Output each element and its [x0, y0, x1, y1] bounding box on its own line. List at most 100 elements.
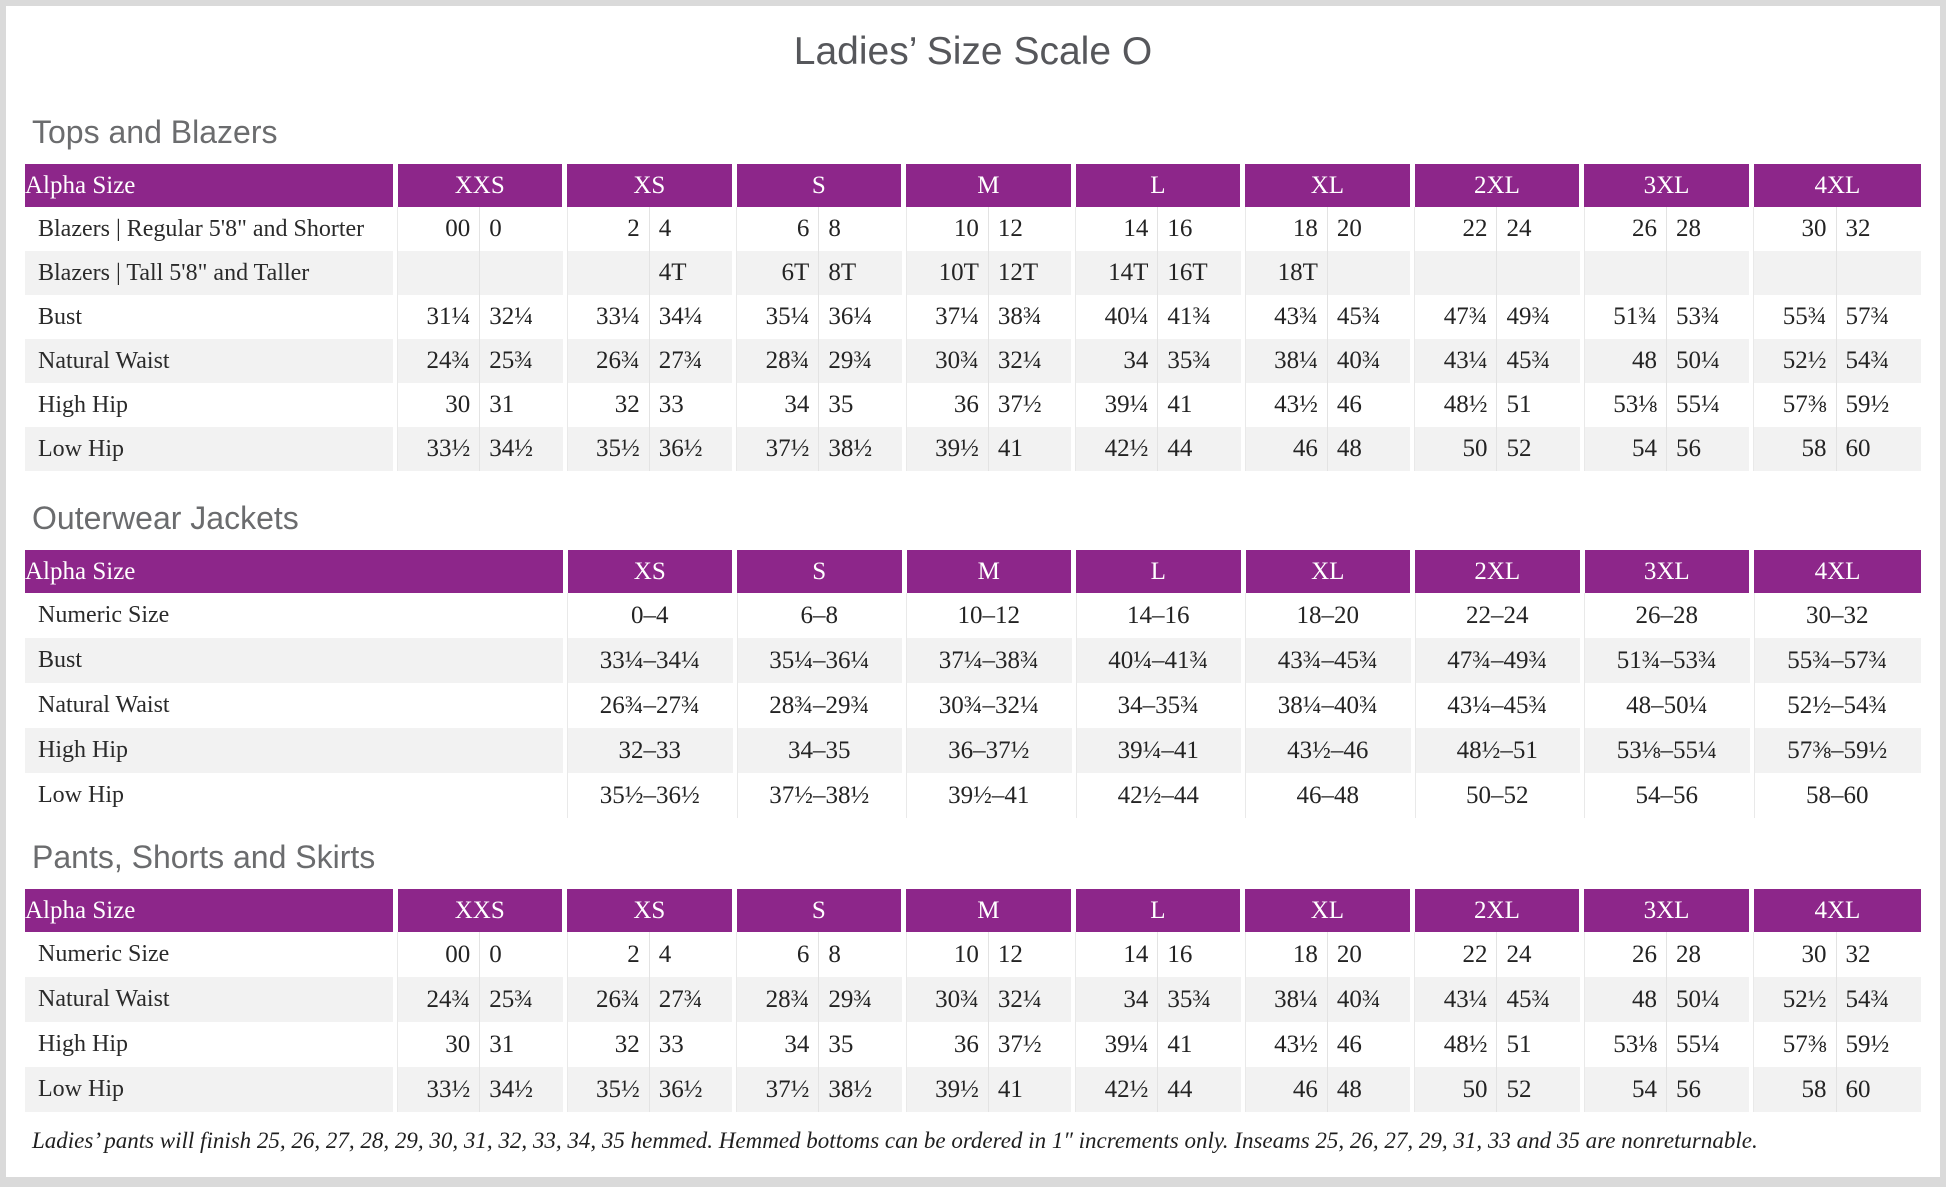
data-cell: 38¼–40¾	[1241, 683, 1413, 729]
data-cell: 48½–51	[1410, 728, 1582, 774]
data-cell: 46	[1240, 1067, 1328, 1113]
row-label: Numeric Size	[38, 602, 170, 629]
table-row: High Hip 30 31 32 33 34 35 36 37½ 39¼ 41 43½ 46 48½ 51…	[25, 383, 1921, 428]
data-cell: 57⅜	[1749, 383, 1837, 428]
data-cell: 38½	[818, 427, 904, 472]
data-cell: 34	[1071, 339, 1158, 384]
data-cell: 43½	[1240, 1022, 1328, 1068]
data-cell: 40¼–41¾	[1071, 638, 1243, 684]
data-cell: 8T	[818, 251, 904, 296]
data-cell: 33	[648, 383, 735, 428]
data-cell: 55¼	[1665, 1022, 1752, 1068]
data-cell: 48	[1579, 339, 1667, 384]
data-cell: 48	[1326, 1067, 1413, 1113]
table-header-row: Alpha Size XXS XS S M L XL 2XL 3XL 4XL	[25, 164, 1921, 208]
data-cell: 42½	[1071, 427, 1158, 472]
data-cell: 10T	[901, 251, 989, 296]
table-row: Natural Waist 24¾ 25¾ 26¾ 27¾ 28¾ 29¾ 30¾ 32¼ 34 3…	[25, 339, 1921, 384]
data-cell: 18T	[1240, 251, 1328, 296]
alpha-size-header: Alpha Size	[25, 164, 395, 208]
data-cell: 14	[1071, 932, 1158, 978]
size-column-header: 4XL	[1748, 164, 1921, 208]
data-cell: 60	[1835, 427, 1921, 472]
data-cell: 22	[1410, 932, 1497, 978]
data-cell: 38¼	[1240, 977, 1328, 1023]
data-cell: 12	[987, 932, 1074, 978]
data-cell: 10	[901, 207, 989, 252]
data-cell: 41	[1157, 383, 1243, 428]
data-cell: 18	[1240, 932, 1328, 978]
data-cell: 50¼	[1665, 977, 1752, 1023]
size-column-header: XXS	[392, 164, 565, 208]
section-heading: Pants, Shorts and Skirts	[32, 839, 376, 876]
table-row: Blazers | Regular 5'8" and Shorter 00 0 2 4 6…	[25, 207, 1921, 252]
data-cell: 55¾	[1749, 295, 1837, 340]
size-column-header: M	[901, 550, 1074, 594]
data-cell: 50¼	[1665, 339, 1752, 384]
table-row: Blazers | Tall 5'8" and Taller 4T 6T 8T 10T 1…	[25, 251, 1921, 296]
alpha-size-header: Alpha Size	[25, 889, 395, 933]
row-label: Numeric Size	[38, 941, 170, 968]
data-cell: 24	[1496, 207, 1582, 252]
data-cell: 8	[818, 207, 904, 252]
data-cell: 28	[1665, 932, 1752, 978]
data-cell: 45¾	[1496, 977, 1582, 1023]
data-cell: 16T	[1157, 251, 1243, 296]
data-cell: 32¼	[479, 295, 565, 340]
data-cell: 2	[562, 207, 650, 252]
size-column-header: S	[731, 889, 904, 933]
data-cell: 52½	[1749, 339, 1837, 384]
data-cell: 31	[479, 1022, 565, 1068]
data-cell: 58	[1749, 1067, 1837, 1113]
data-cell: 30–32	[1749, 593, 1921, 639]
table-row: Low Hip 33½ 34½ 35½ 36½ 37½ 38½ 39½ 41 42½ 44 46 48 5…	[25, 427, 1921, 472]
data-cell: 37½	[987, 1022, 1074, 1068]
data-cell: 53⅛	[1579, 1022, 1667, 1068]
data-cell: 32	[1835, 932, 1921, 978]
data-cell: 43¼	[1410, 977, 1497, 1023]
data-cell	[562, 251, 650, 296]
data-cell: 35¼	[732, 295, 819, 340]
data-cell: 34	[1071, 977, 1158, 1023]
table-row: Numeric Size 0–4 6–8 10–12 14–16 18–20 22–24 26…	[25, 593, 1921, 639]
size-column-header: 2XL	[1409, 889, 1582, 933]
row-label: Blazers | Tall 5'8" and Taller	[25, 251, 395, 296]
data-cell: 60	[1835, 1067, 1921, 1113]
data-cell: 28¾–29¾	[732, 683, 904, 729]
data-cell: 26–28	[1580, 593, 1752, 639]
data-cell: 43¼	[1410, 339, 1497, 384]
data-cell: 25¾	[479, 977, 565, 1023]
data-cell: 30	[393, 383, 480, 428]
data-cell: 49¾	[1496, 295, 1582, 340]
data-cell: 4	[648, 207, 735, 252]
size-column-header: 2XL	[1410, 550, 1582, 594]
data-cell: 29¾	[818, 977, 904, 1023]
data-cell: 33	[648, 1022, 735, 1068]
data-cell: 59½	[1835, 383, 1921, 428]
data-cell: 12T	[987, 251, 1074, 296]
data-cell: 22–24	[1410, 593, 1582, 639]
data-cell: 43½–46	[1241, 728, 1413, 774]
data-cell: 35½–36½	[563, 773, 735, 819]
data-cell: 6	[732, 932, 819, 978]
data-cell: 32	[562, 1022, 650, 1068]
data-cell: 50	[1410, 1067, 1497, 1113]
data-cell: 53¾	[1665, 295, 1752, 340]
data-cell: 37¼–38¾	[902, 638, 1074, 684]
data-cell: 50	[1410, 427, 1497, 472]
data-cell: 51¾–53¾	[1580, 638, 1752, 684]
data-cell: 48	[1326, 427, 1413, 472]
data-cell: 53⅛	[1579, 383, 1667, 428]
data-cell: 6T	[732, 251, 819, 296]
data-cell: 20	[1326, 932, 1413, 978]
data-cell: 30	[1749, 932, 1837, 978]
data-cell: 26¾	[562, 339, 650, 384]
row-label: Low Hip	[38, 782, 124, 809]
table-row: High Hip 30 31 32 33 34 35 36 37½ 39¼ 41 43½ 46 48½ 51…	[25, 1022, 1921, 1068]
size-column-header: XL	[1240, 550, 1413, 594]
data-cell: 32–33	[563, 728, 735, 774]
data-cell: 41	[987, 427, 1074, 472]
data-cell: 34	[732, 1022, 819, 1068]
data-cell: 30	[1749, 207, 1837, 252]
